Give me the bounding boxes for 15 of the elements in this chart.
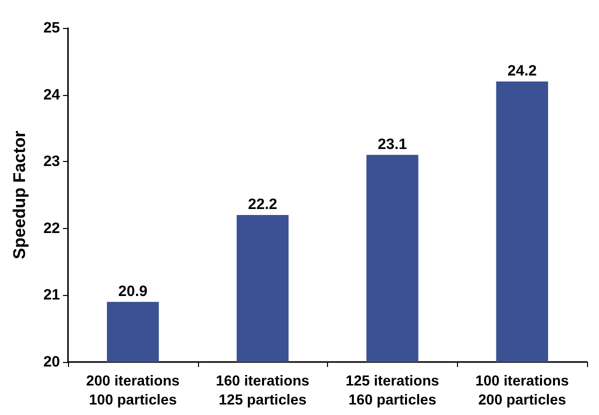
x-tick-label: 160 iterations 125 particles bbox=[216, 374, 310, 408]
data-label: 23.1 bbox=[378, 136, 407, 153]
y-axis-title: Speedup Factor bbox=[10, 130, 29, 260]
y-tick-label: 22 bbox=[43, 220, 60, 237]
y-tick-label: 24 bbox=[43, 86, 61, 104]
data-label: 24.2 bbox=[508, 62, 537, 80]
y-tick-label: 21 bbox=[43, 286, 60, 304]
y-tick-label: 25 bbox=[43, 20, 60, 36]
data-label: 20.9 bbox=[118, 282, 148, 300]
data-label: 22.2 bbox=[248, 196, 278, 214]
y-tick-label: 20 bbox=[43, 354, 60, 370]
x-tick-label: 125 iterations 160 particles bbox=[346, 374, 440, 408]
y-tick-label: 23 bbox=[43, 153, 60, 170]
x-tick-label: 100 iterations 200 particles bbox=[475, 374, 569, 408]
x-tick-label: 200 iterations 100 particles bbox=[86, 374, 180, 408]
